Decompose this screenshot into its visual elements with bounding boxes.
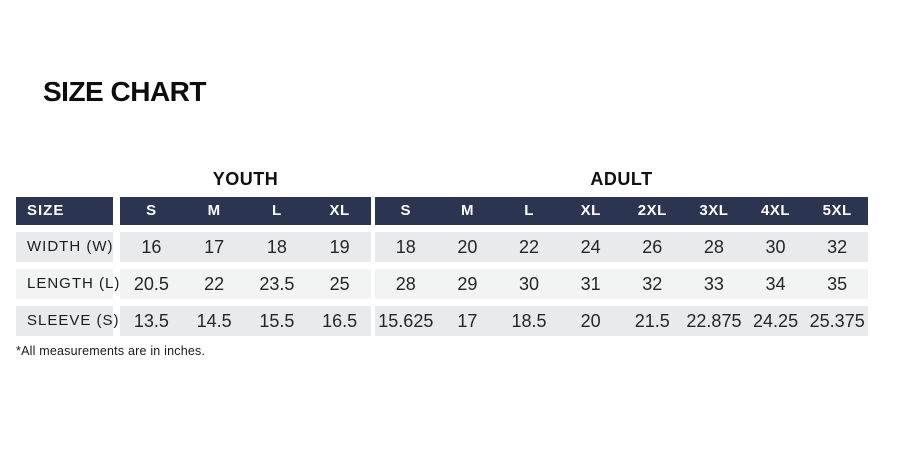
table-row-length: LENGTH (L) 20.5 22 23.5 25 28 29 30 31 3… — [16, 269, 868, 299]
value-cell: 22.875 — [686, 311, 742, 331]
value-cell: 15.625 — [378, 311, 434, 331]
value-cell: 34 — [765, 274, 786, 294]
size-table: YOUTH ADULT SIZE S M L XL S M L XL 2XL 3… — [16, 168, 868, 358]
value-cell: 20.5 — [133, 274, 169, 294]
value-cell: 24.25 — [753, 311, 799, 331]
youth-header-group: S M L XL — [120, 197, 371, 225]
row-label-sleeve: SLEEVE (S) — [16, 306, 119, 336]
col-header-adult-l: L — [524, 202, 534, 219]
value-cell: 23.5 — [259, 274, 295, 294]
value-cell: 30 — [519, 274, 540, 294]
col-header-adult-m: M — [460, 202, 474, 219]
value-cell: 19 — [329, 237, 350, 257]
value-cell: 28 — [395, 274, 416, 294]
table-row-sleeve: SLEEVE (S) 13.5 14.5 15.5 16.5 15.625 17… — [16, 306, 868, 336]
value-cell: 20 — [457, 237, 478, 257]
value-cell: 33 — [703, 274, 724, 294]
value-cell: 24 — [580, 237, 601, 257]
value-cell: 22 — [204, 274, 225, 294]
value-cell: 17 — [204, 237, 225, 257]
col-header-youth-xl: XL — [329, 202, 350, 219]
col-header-adult-3xl: 3XL — [699, 202, 729, 219]
value-cell: 16 — [141, 237, 162, 257]
value-cell: 28 — [703, 237, 724, 257]
value-cell: 30 — [765, 237, 786, 257]
length-youth-values: 20.5 22 23.5 25 — [120, 269, 371, 299]
value-cell: 25.375 — [809, 311, 865, 331]
value-cell: 15.5 — [259, 311, 295, 331]
col-header-youth-s: S — [146, 202, 157, 219]
width-adult-values: 18 20 22 24 26 28 30 32 — [375, 232, 868, 262]
section-label-adult: ADULT — [590, 169, 653, 189]
corner-header-size: SIZE — [16, 197, 113, 225]
value-cell: 22 — [519, 237, 540, 257]
value-cell: 18 — [266, 237, 287, 257]
col-header-adult-4xl: 4XL — [761, 202, 791, 219]
col-header-adult-5xl: 5XL — [822, 202, 852, 219]
value-cell: 21.5 — [634, 311, 670, 331]
value-cell: 20 — [580, 311, 601, 331]
value-cell: 18.5 — [511, 311, 547, 331]
page-title: SIZE CHART — [43, 76, 207, 107]
col-header-adult-s: S — [400, 202, 412, 219]
value-cell: 32 — [827, 237, 848, 257]
table-row-width: WIDTH (W) 16 17 18 19 18 20 22 24 26 28 … — [16, 232, 868, 262]
width-youth-values: 16 17 18 19 — [120, 232, 371, 262]
col-header-adult-xl: XL — [580, 202, 601, 219]
row-label-length: LENGTH (L) — [16, 269, 119, 299]
value-cell: 26 — [642, 237, 663, 257]
measurements-footnote: *All measurements are in inches. — [16, 344, 206, 358]
value-cell: 13.5 — [133, 311, 169, 331]
value-cell: 32 — [642, 274, 663, 294]
sleeve-adult-values: 15.625 17 18.5 20 21.5 22.875 24.25 25.3… — [375, 306, 868, 336]
col-header-youth-m: M — [207, 202, 221, 219]
col-header-youth-l: L — [272, 202, 282, 219]
value-cell: 18 — [395, 237, 416, 257]
value-cell: 29 — [457, 274, 478, 294]
section-label-youth: YOUTH — [212, 169, 279, 189]
section-label-row: YOUTH ADULT — [16, 168, 868, 197]
adult-header-group: S M L XL 2XL 3XL 4XL 5XL — [375, 197, 868, 225]
value-cell: 14.5 — [196, 311, 232, 331]
value-cell: 25 — [329, 274, 350, 294]
col-header-adult-2xl: 2XL — [637, 202, 667, 219]
value-cell: 16.5 — [322, 311, 358, 331]
value-cell: 31 — [580, 274, 601, 294]
row-label-width: WIDTH (W) — [16, 232, 113, 262]
value-cell: 35 — [827, 274, 848, 294]
sleeve-youth-values: 13.5 14.5 15.5 16.5 — [120, 306, 371, 336]
length-adult-values: 28 29 30 31 32 33 34 35 — [375, 269, 868, 299]
value-cell: 17 — [457, 311, 478, 331]
table-header-row: SIZE S M L XL S M L XL 2XL 3XL 4XL 5XL — [16, 197, 868, 225]
